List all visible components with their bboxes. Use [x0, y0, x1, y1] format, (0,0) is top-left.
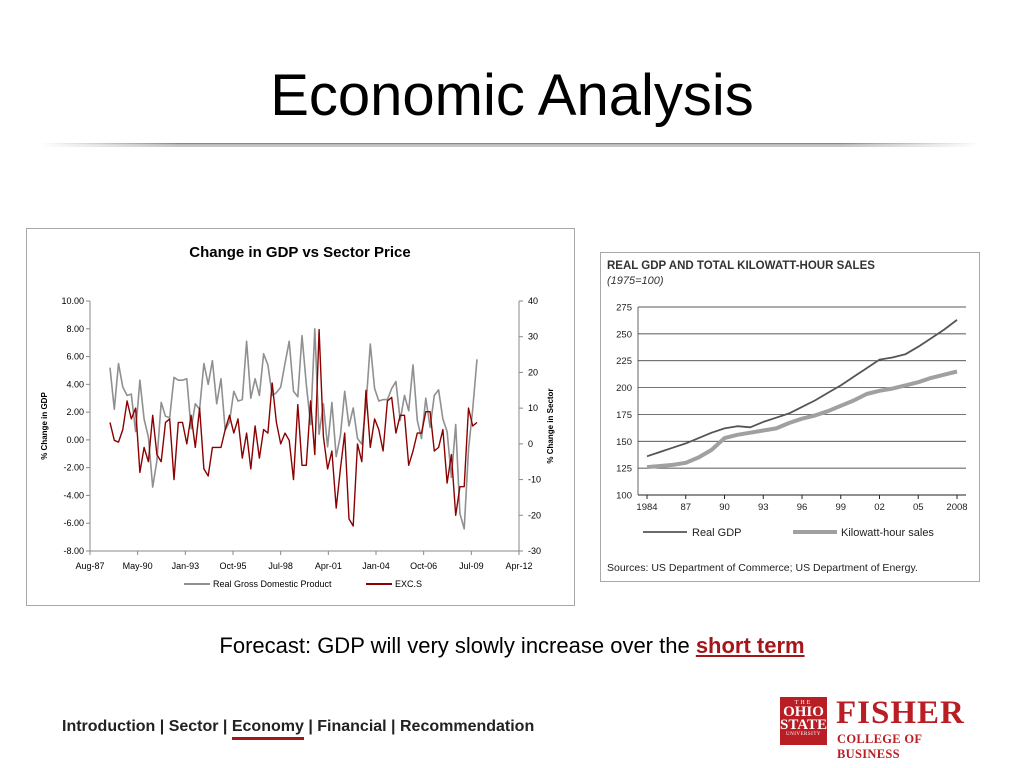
x-tick-label: Jul-09: [459, 561, 484, 571]
y2-tick-label: 30: [528, 332, 538, 342]
y-tick-label: 100: [616, 491, 632, 502]
x-tick-label: 99: [835, 502, 846, 513]
x-tick-label: 02: [874, 502, 885, 513]
y-tick-label: 8.00: [66, 324, 84, 334]
y-axis-label: % Change in GDP: [40, 392, 49, 460]
nav-item-financial[interactable]: Financial: [317, 718, 387, 735]
nav-separator: |: [155, 718, 169, 735]
y2-tick-label: 10: [528, 403, 538, 413]
nav-separator: |: [303, 718, 318, 735]
legend-gdp-label: Real GDP: [692, 527, 742, 539]
logo-subtitle: COLLEGE OF BUSINESS: [837, 732, 922, 761]
y2-tick-label: 40: [528, 296, 538, 306]
x-tick-label: Jan-93: [172, 561, 200, 571]
sector-series-line: [109, 328, 478, 527]
logo-name: FISHER: [836, 695, 965, 731]
x-tick-label: 1984: [636, 502, 657, 513]
y2-tick-label: -20: [528, 510, 541, 520]
x-tick-label: 87: [680, 502, 691, 513]
forecast-highlight: short term: [695, 633, 805, 658]
legend-kwh-label: Kilowatt-hour sales: [841, 527, 934, 539]
y-tick-label: 0.00: [66, 435, 84, 445]
y2-tick-label: -10: [528, 475, 541, 485]
x-tick-label: 2008: [946, 502, 967, 513]
y-tick-label: 200: [616, 383, 632, 394]
kwh-sales-line: [646, 369, 958, 470]
real-gdp-line: [646, 319, 958, 458]
y-tick-label: 175: [616, 410, 632, 421]
chart-title: REAL GDP AND TOTAL KILOWATT-HOUR SALES: [607, 260, 875, 272]
x-tick-label: Oct-06: [410, 561, 437, 571]
y-tick-label: 4.00: [66, 379, 84, 389]
y-tick-label: 150: [616, 437, 632, 448]
y-tick-label: -2.00: [63, 463, 84, 473]
x-tick-label: May-90: [123, 561, 153, 571]
x-tick-label: 96: [797, 502, 808, 513]
seal-university-text: UNIVERSITY: [786, 732, 821, 737]
gdp-kwh-chart-panel: REAL GDP AND TOTAL KILOWATT-HOUR SALES (1…: [600, 252, 980, 582]
y-tick-label: 2.00: [66, 407, 84, 417]
fisher-college-logo: THE OHIO STATE UNIVERSITY FISHER COLLEGE…: [780, 695, 975, 761]
y2-tick-label: -30: [528, 546, 541, 556]
ohio-state-seal: THE OHIO STATE UNIVERSITY: [780, 697, 827, 745]
source-note: Sources: US Department of Commerce; US D…: [607, 562, 918, 574]
x-tick-label: Apr-12: [505, 561, 532, 571]
y2-tick-label: 0: [528, 439, 533, 449]
nav-item-sector[interactable]: Sector: [168, 718, 219, 735]
footer-navigation: Introduction | Sector | Economy | Financ…: [62, 718, 535, 740]
legend-gdp-label: Real Gross Domestic Product: [213, 579, 332, 589]
x-tick-label: 90: [719, 502, 730, 513]
chart-title: Change in GDP vs Sector Price: [189, 244, 410, 261]
seal-top-text: THE: [794, 700, 813, 706]
y-tick-label: 125: [616, 464, 632, 475]
y-tick-label: 10.00: [61, 296, 84, 306]
gdp-vs-sector-chart: Change in GDP vs Sector Price 10.00 8.00 6.…: [40, 244, 555, 589]
y-tick-label: -4.00: [63, 490, 84, 500]
nav-item-introduction[interactable]: Introduction: [62, 718, 156, 735]
x-tick-label: Oct-95: [219, 561, 246, 571]
x-tick-label: Jan-04: [362, 561, 390, 571]
nav-item-recommendation[interactable]: Recommendation: [399, 718, 535, 735]
y-tick-label: 275: [616, 303, 632, 314]
x-tick-label: Apr-01: [315, 561, 342, 571]
chart-subtitle: (1975=100): [607, 275, 664, 287]
gdp-series-line: [109, 328, 478, 530]
y2-axis-label: % Change in Sector: [546, 388, 555, 463]
y-tick-label: -8.00: [63, 546, 84, 556]
y-tick-label: 250: [616, 329, 632, 340]
x-tick-label: Jul-98: [268, 561, 293, 571]
x-tick-label: 05: [913, 502, 924, 513]
y2-tick-label: 20: [528, 367, 538, 377]
y-tick-label: -6.00: [63, 518, 84, 528]
gdp-vs-sector-chart-panel: Change in GDP vs Sector Price 10.00 8.00 6.…: [26, 228, 575, 606]
forecast-prefix: Forecast: GDP will very slowly increase …: [219, 633, 696, 658]
y-tick-label: 225: [616, 356, 632, 367]
x-tick-label: 93: [758, 502, 769, 513]
gdp-kwh-chart: REAL GDP AND TOTAL KILOWATT-HOUR SALES (1…: [607, 260, 968, 574]
nav-item-economy[interactable]: Economy: [231, 718, 304, 740]
x-tick-label: Aug-87: [75, 561, 104, 571]
legend-sector-label: EXC.S: [395, 579, 422, 589]
seal-state-text: STATE: [780, 717, 827, 733]
slide-title: Economic Analysis: [270, 63, 754, 128]
nav-separator: |: [386, 718, 400, 735]
forecast-text: Forecast: GDP will very slowly increase …: [0, 633, 1024, 659]
y-tick-label: 6.00: [66, 352, 84, 362]
nav-separator: |: [218, 718, 232, 735]
title-divider: [40, 143, 980, 147]
seal-ohio-text: OHIO: [783, 704, 824, 720]
